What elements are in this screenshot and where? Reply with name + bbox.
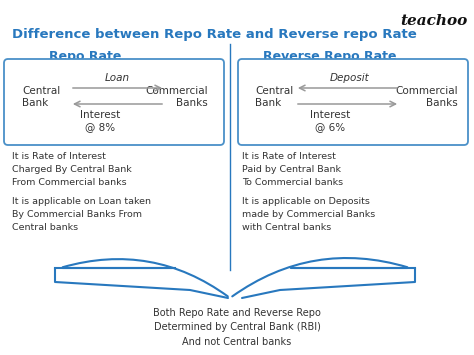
Text: It is applicable on Loan taken
By Commercial Banks From
Central banks: It is applicable on Loan taken By Commer…	[12, 197, 151, 232]
Text: Deposit: Deposit	[330, 73, 370, 83]
Text: Repo Rate: Repo Rate	[49, 50, 121, 63]
Text: teachoo: teachoo	[401, 14, 468, 28]
FancyBboxPatch shape	[4, 59, 224, 145]
FancyBboxPatch shape	[238, 59, 468, 145]
Text: Central
Bank: Central Bank	[22, 86, 60, 108]
Text: Commercial
Banks: Commercial Banks	[146, 86, 208, 108]
Text: Commercial
Banks: Commercial Banks	[395, 86, 458, 108]
Text: It is applicable on Deposits
made by Commercial Banks
with Central banks: It is applicable on Deposits made by Com…	[242, 197, 375, 232]
Text: Interest
@ 6%: Interest @ 6%	[310, 110, 350, 132]
Text: Reverse Repo Rate: Reverse Repo Rate	[263, 50, 397, 63]
Text: Interest
@ 8%: Interest @ 8%	[80, 110, 120, 132]
Text: Loan: Loan	[104, 73, 129, 83]
Text: Difference between Repo Rate and Reverse repo Rate: Difference between Repo Rate and Reverse…	[12, 28, 417, 41]
Text: It is Rate of Interest
Charged By Central Bank
From Commercial banks: It is Rate of Interest Charged By Centra…	[12, 152, 132, 187]
Text: Both Repo Rate and Reverse Repo
Determined by Central Bank (RBI)
And not Central: Both Repo Rate and Reverse Repo Determin…	[153, 308, 321, 347]
Text: Central
Bank: Central Bank	[255, 86, 293, 108]
Text: It is Rate of Interest
Paid by Central Bank
To Commercial banks: It is Rate of Interest Paid by Central B…	[242, 152, 343, 187]
